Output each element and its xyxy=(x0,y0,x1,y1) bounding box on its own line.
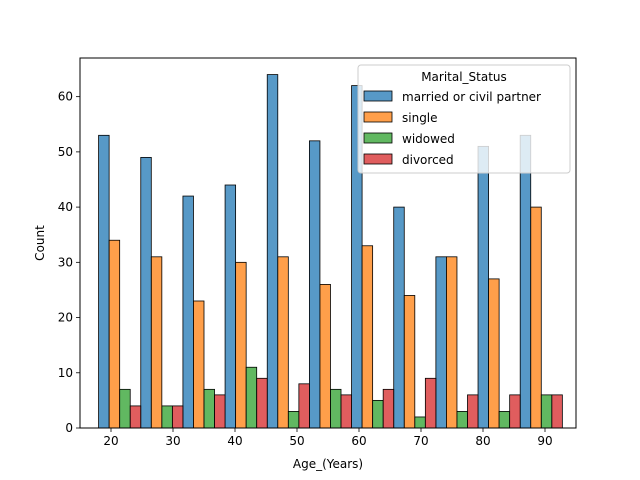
bar xyxy=(245,366,258,429)
legend-label: divorced xyxy=(402,153,454,167)
legend-label: married or civil partner xyxy=(402,90,541,104)
legend-label: single xyxy=(402,111,438,125)
x-tick-label: 50 xyxy=(289,434,304,448)
bar xyxy=(519,134,532,429)
axes-frame xyxy=(79,57,577,429)
x-tick-label: 30 xyxy=(165,434,180,448)
legend-swatch xyxy=(363,132,393,144)
bar xyxy=(340,394,352,429)
legend: Marital_Status married or civil partner s… xyxy=(357,64,571,174)
bar xyxy=(129,405,142,429)
y-ticks: 0 10 20 30 40 50 60 xyxy=(58,90,80,435)
y-tick-label: 10 xyxy=(58,366,73,380)
y-tick-label: 30 xyxy=(58,255,73,269)
x-tick-label: 70 xyxy=(413,434,428,448)
legend-swatch xyxy=(363,90,393,102)
bar xyxy=(193,300,205,429)
bar xyxy=(256,377,268,429)
bar xyxy=(214,394,226,429)
bar xyxy=(108,239,121,429)
bar xyxy=(393,206,405,429)
x-axis-label: Age_(Years) xyxy=(293,457,363,471)
bar xyxy=(477,145,489,429)
bar xyxy=(488,278,500,429)
legend-swatch xyxy=(363,111,393,123)
legend-swatch xyxy=(363,153,393,165)
bar xyxy=(266,74,279,429)
bar xyxy=(171,405,184,429)
bar xyxy=(382,388,395,429)
bar xyxy=(287,411,300,429)
legend-frame xyxy=(357,64,571,174)
x-tick-label: 80 xyxy=(475,434,490,448)
bar xyxy=(467,394,479,429)
bar xyxy=(435,256,447,429)
bar xyxy=(277,256,289,429)
bar xyxy=(498,411,511,429)
x-tick-label: 60 xyxy=(351,434,366,448)
bar xyxy=(161,405,173,429)
bar xyxy=(424,377,437,429)
bar xyxy=(403,295,416,429)
y-tick-label: 20 xyxy=(58,311,73,325)
bar xyxy=(182,195,194,429)
bar xyxy=(540,394,553,429)
bar xyxy=(361,245,374,429)
bar xyxy=(509,394,521,429)
y-tick-label: 0 xyxy=(65,421,73,435)
bar xyxy=(551,394,563,429)
y-axis-label: Count xyxy=(33,225,47,261)
bar xyxy=(414,416,426,429)
x-tick-label: 90 xyxy=(537,434,552,448)
legend-label: widowed xyxy=(402,132,455,146)
bar xyxy=(150,256,163,429)
bar xyxy=(530,206,542,429)
bar xyxy=(330,388,342,429)
bar xyxy=(308,140,321,429)
bar xyxy=(319,284,331,429)
bar xyxy=(446,256,458,429)
bar xyxy=(140,156,152,429)
y-tick-label: 40 xyxy=(58,200,73,214)
x-ticks: 20 30 40 50 60 70 80 90 xyxy=(103,428,553,448)
bar xyxy=(119,388,131,429)
bar xyxy=(224,184,237,429)
bar xyxy=(456,411,468,429)
y-tick-label: 50 xyxy=(58,145,73,159)
x-tick-label: 40 xyxy=(227,434,242,448)
x-tick-label: 20 xyxy=(103,434,118,448)
bar xyxy=(235,261,247,429)
legend-items: married or civil partner single widowed div… xyxy=(363,90,541,167)
y-tick-label: 60 xyxy=(58,90,73,104)
legend-title: Marital_Status xyxy=(421,70,507,84)
bar xyxy=(298,383,310,429)
bar xyxy=(372,399,384,429)
bar xyxy=(203,388,215,429)
bar xyxy=(98,134,110,429)
